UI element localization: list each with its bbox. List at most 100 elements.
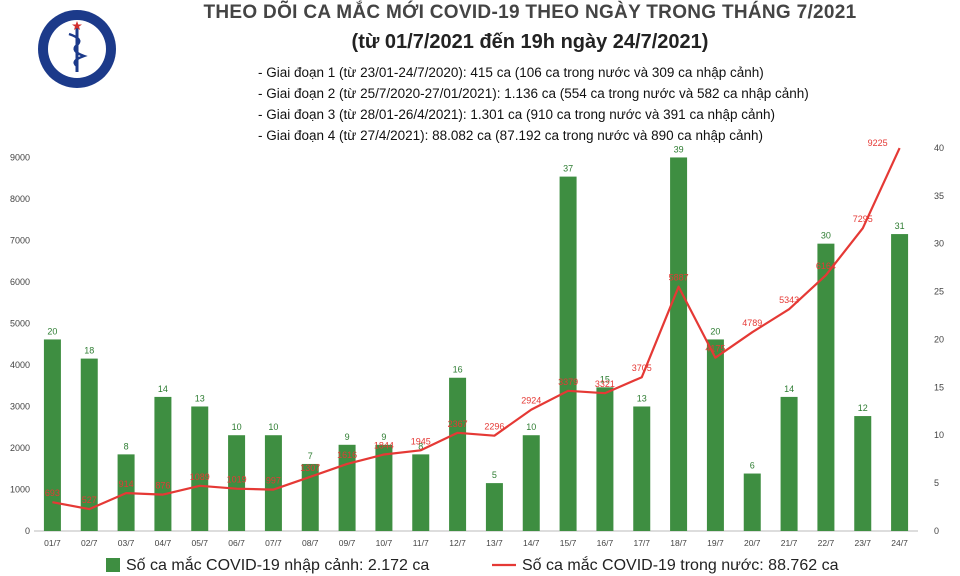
x-tick-label: 21/7 [781,538,798,548]
domestic-cases-point-label: 4175 [705,344,725,354]
x-tick-label: 12/7 [449,538,466,548]
x-tick-label: 19/7 [707,538,724,548]
import-cases-bar-label: 7 [308,451,313,461]
y-right-tick-label: 25 [934,287,944,297]
x-tick-label: 18/7 [670,538,687,548]
import-cases-bar [43,339,61,531]
x-tick-label: 02/7 [81,538,98,548]
import-cases-bar-label: 8 [124,441,129,451]
domestic-cases-point-label: 997 [266,476,281,486]
x-tick-label: 23/7 [854,538,871,548]
legend-bar-swatch [106,558,120,572]
x-tick-label: 24/7 [891,538,908,548]
domestic-cases-point-label: 6164 [816,261,836,271]
import-cases-bar-label: 39 [674,144,684,154]
y-right-tick-label: 0 [934,526,939,536]
phase-summary-list: - Giai đoạn 1 (từ 23/01-24/7/2020): 415 … [258,62,938,146]
x-tick-label: 07/7 [265,538,282,548]
import-cases-bar-label: 8 [418,441,423,451]
chart-title: THEO DÕI CA MẮC MỚI COVID-19 THEO NGÀY T… [203,2,857,23]
y-right-tick-label: 30 [934,239,944,249]
import-cases-bar [891,234,909,532]
domestic-cases-point-label: 4789 [742,318,762,328]
import-cases-bar-label: 9 [381,432,386,442]
x-tick-label: 22/7 [818,538,835,548]
y-left-tick-label: 9000 [10,152,30,162]
domestic-cases-point-label: 1616 [337,450,357,460]
import-cases-bar-label: 31 [895,221,905,231]
x-tick-label: 03/7 [118,538,135,548]
domestic-cases-point-label: 3379 [558,377,578,387]
import-cases-bar-label: 9 [345,432,350,442]
import-cases-bar [559,176,577,531]
import-cases-bar-label: 30 [821,231,831,241]
x-tick-label: 14/7 [523,538,540,548]
chart-subtitle: (từ 01/7/2021 đến 19h ngày 24/7/2021) [351,31,709,53]
import-cases-bar-label: 12 [858,403,868,413]
y-left-tick-label: 2000 [10,443,30,453]
y-left-tick-label: 6000 [10,277,30,287]
x-tick-label: 06/7 [228,538,245,548]
x-tick-label: 01/7 [44,538,61,548]
domestic-cases-point-label: 5343 [779,295,799,305]
import-cases-bar [264,435,282,531]
import-cases-bar-label: 14 [784,384,794,394]
phase-3-summary: - Giai đoạn 3 (từ 28/01-26/4/2021): 1.30… [258,107,776,122]
import-cases-bar [449,377,467,531]
y-left-tick-label: 3000 [10,401,30,411]
y-left-tick-label: 7000 [10,235,30,245]
domestic-cases-point-label: 9225 [868,138,888,148]
domestic-cases-point-label: 2924 [521,396,541,406]
import-cases-bar [80,358,98,531]
domestic-cases-point-label: 2367 [448,419,468,429]
domestic-cases-point-label: 1307 [300,463,320,473]
y-right-tick-label: 35 [934,191,944,201]
y-right-tick-label: 15 [934,382,944,392]
phase-2-summary: - Giai đoạn 2 (từ 25/7/2020-27/01/2021):… [258,86,809,101]
import-cases-bar-label: 10 [268,422,278,432]
import-cases-bar [854,416,872,531]
x-tick-label: 05/7 [191,538,208,548]
import-cases-bar [706,339,724,531]
import-cases-bar-label: 5 [492,470,497,480]
domestic-cases-point-label: 527 [82,495,97,505]
import-cases-bar [375,444,393,531]
import-cases-bar-label: 18 [84,346,94,356]
phase-1-summary: - Giai đoạn 1 (từ 23/01-24/7/2020): 415 … [258,65,764,80]
y-left-tick-label: 8000 [10,194,30,204]
domestic-cases-point-label: 914 [119,479,134,489]
x-tick-label: 11/7 [413,538,429,548]
y-right-tick-label: 20 [934,334,944,344]
import-cases-bar [191,406,209,531]
import-cases-bar-label: 13 [637,393,647,403]
import-cases-bar-label: 37 [563,164,573,174]
import-cases-bar [780,396,798,531]
domestic-cases-line [52,147,901,511]
y-left-tick-label: 1000 [10,484,30,494]
domestic-cases-point-label: 1089 [190,472,210,482]
y-right-tick-label: 5 [934,478,939,488]
x-tick-label: 10/7 [376,538,393,548]
import-cases-bar [301,463,319,531]
import-cases-bar-label: 10 [232,422,242,432]
x-tick-label: 15/7 [560,538,577,548]
domestic-cases-point-label: 2296 [484,422,504,432]
import-cases-bar-label: 13 [195,393,205,403]
import-cases-bar [817,243,835,531]
domestic-cases-point-label: 5887 [669,273,689,283]
x-tick-label: 04/7 [155,538,172,548]
x-tick-label: 16/7 [597,538,614,548]
domestic-cases-point-label: 1019 [227,475,247,485]
import-cases-bar [228,435,246,531]
x-tick-label: 20/7 [744,538,761,548]
import-cases-bar [522,435,540,531]
x-tick-label: 13/7 [486,538,503,548]
domestic-cases-point-label: 1945 [411,436,431,446]
y-left-tick-label: 5000 [10,318,30,328]
import-cases-bar [743,473,761,531]
domestic-cases-point-label: 7295 [853,214,873,224]
domestic-cases-point-label: 693 [45,488,60,498]
ministry-of-health-logo [38,10,116,88]
y-left-tick-label: 4000 [10,360,30,370]
